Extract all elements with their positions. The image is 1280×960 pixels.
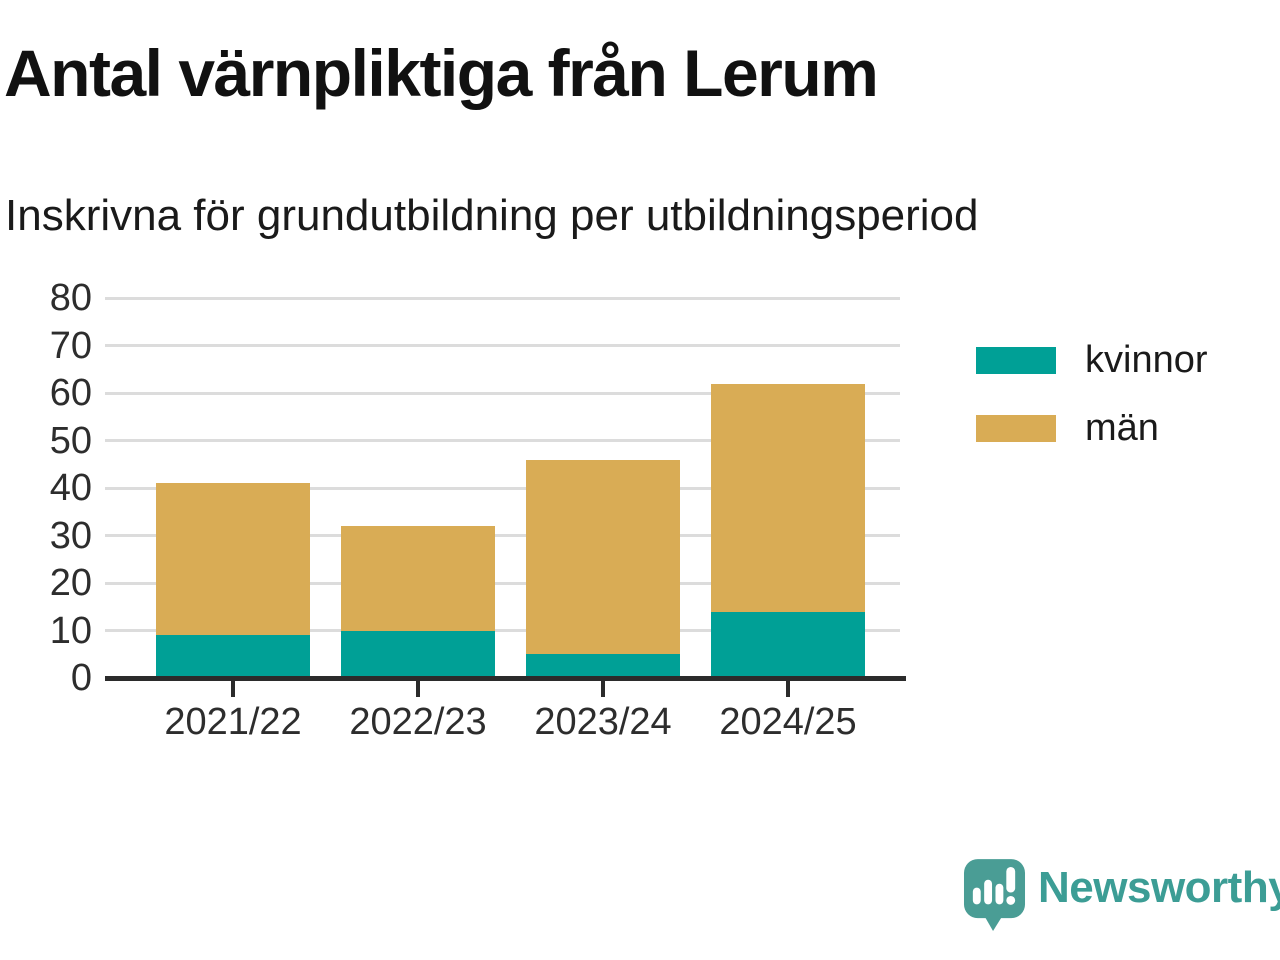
legend-item-män: män xyxy=(976,409,1208,447)
gridline-40 xyxy=(105,486,900,490)
x-tick-2024/25 xyxy=(786,681,790,697)
gridline-10 xyxy=(105,629,900,632)
chart-subtitle: Inskrivna för grundutbildning per utbild… xyxy=(5,191,979,240)
y-tick-label-60: 60 xyxy=(49,372,92,414)
bar-män-2023/24 xyxy=(526,459,680,655)
bar-män-2022/23 xyxy=(341,526,495,631)
bar-kvinnor-2024/25 xyxy=(711,611,865,678)
bar-män-2021/22 xyxy=(156,483,310,636)
gridline-80 xyxy=(105,296,900,300)
brand-footer: Newsworthy xyxy=(963,858,1280,933)
y-tick-label-10: 10 xyxy=(49,609,92,652)
y-tick-label-30: 30 xyxy=(49,514,92,557)
x-tick-label-2023/24: 2023/24 xyxy=(534,701,672,743)
y-tick-label-40: 40 xyxy=(49,467,92,509)
x-tick-label-2022/23: 2022/23 xyxy=(349,701,487,743)
newsworthy-logo-icon xyxy=(963,859,1026,931)
gridline-50 xyxy=(105,439,900,442)
bar-kvinnor-2021/22 xyxy=(156,635,310,678)
legend-swatch-kvinnor xyxy=(976,346,1056,374)
gridline-30 xyxy=(105,534,900,537)
x-tick-label-2021/22: 2021/22 xyxy=(164,701,302,743)
legend-label-män: män xyxy=(1085,407,1159,449)
legend: kvinnor män xyxy=(976,341,1208,477)
y-tick-label-0: 0 xyxy=(70,657,92,699)
y-tick-label-50: 50 xyxy=(49,419,92,462)
gridline-20 xyxy=(105,581,900,585)
bar-kvinnor-2022/23 xyxy=(341,630,495,678)
x-axis-line xyxy=(105,676,906,681)
x-tick-2023/24 xyxy=(601,681,605,697)
y-tick-label-80: 80 xyxy=(49,277,92,319)
x-tick-2021/22 xyxy=(231,681,235,697)
brand-name: Newsworthy xyxy=(1038,863,1280,912)
x-tick-label-2024/25: 2024/25 xyxy=(719,701,857,743)
gridline-70 xyxy=(105,344,900,347)
y-tick-label-20: 20 xyxy=(49,562,92,604)
legend-swatch-män xyxy=(976,414,1056,442)
gridline-60 xyxy=(105,391,900,395)
chart-title: Antal värnpliktiga från Lerum xyxy=(4,36,879,110)
x-tick-2022/23 xyxy=(416,681,420,697)
legend-label-kvinnor: kvinnor xyxy=(1085,339,1208,381)
y-tick-label-70: 70 xyxy=(49,324,92,367)
bar-män-2024/25 xyxy=(711,383,865,612)
bar-kvinnor-2023/24 xyxy=(526,654,680,678)
legend-item-kvinnor: kvinnor xyxy=(976,341,1208,379)
